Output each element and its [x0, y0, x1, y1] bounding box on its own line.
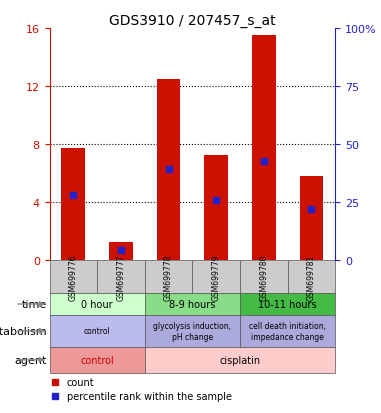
Bar	[61, 149, 85, 260]
Text: 8-9 hours: 8-9 hours	[169, 299, 216, 309]
Text: GSM699777: GSM699777	[117, 254, 125, 300]
Bar	[145, 293, 240, 315]
Bar	[299, 176, 323, 260]
Text: percentile rank within the sample: percentile rank within the sample	[67, 391, 232, 401]
Bar	[252, 36, 276, 260]
Bar	[240, 315, 335, 347]
Text: cell death initiation,
impedance change: cell death initiation, impedance change	[249, 321, 326, 341]
Text: GSM699778: GSM699778	[164, 254, 173, 300]
Text: GSM699781: GSM699781	[307, 254, 316, 300]
Bar	[145, 315, 240, 347]
Text: 0 hour: 0 hour	[81, 299, 113, 309]
Text: metabolism: metabolism	[0, 326, 46, 336]
Text: time: time	[21, 299, 46, 309]
Bar	[97, 260, 145, 293]
Bar	[288, 260, 335, 293]
Bar	[145, 260, 192, 293]
Bar	[145, 347, 335, 373]
Bar	[204, 156, 228, 260]
Bar	[109, 243, 133, 260]
Title: GDS3910 / 207457_s_at: GDS3910 / 207457_s_at	[109, 14, 276, 28]
Bar	[240, 260, 288, 293]
Text: GSM699780: GSM699780	[259, 254, 268, 300]
Bar	[50, 260, 97, 293]
Text: GSM699779: GSM699779	[212, 254, 221, 300]
Bar	[50, 347, 145, 373]
Text: control: control	[84, 327, 110, 335]
Text: cisplatin: cisplatin	[219, 355, 261, 365]
Bar	[157, 79, 181, 260]
Text: GSM699776: GSM699776	[69, 254, 78, 300]
Bar	[240, 293, 335, 315]
Text: 10-11 hours: 10-11 hours	[258, 299, 317, 309]
Text: count: count	[67, 377, 94, 387]
Bar	[192, 260, 240, 293]
Text: agent: agent	[14, 355, 46, 365]
Text: control: control	[80, 355, 114, 365]
Bar	[50, 315, 145, 347]
Bar	[50, 293, 145, 315]
Text: glycolysis induction,
pH change: glycolysis induction, pH change	[154, 321, 231, 341]
